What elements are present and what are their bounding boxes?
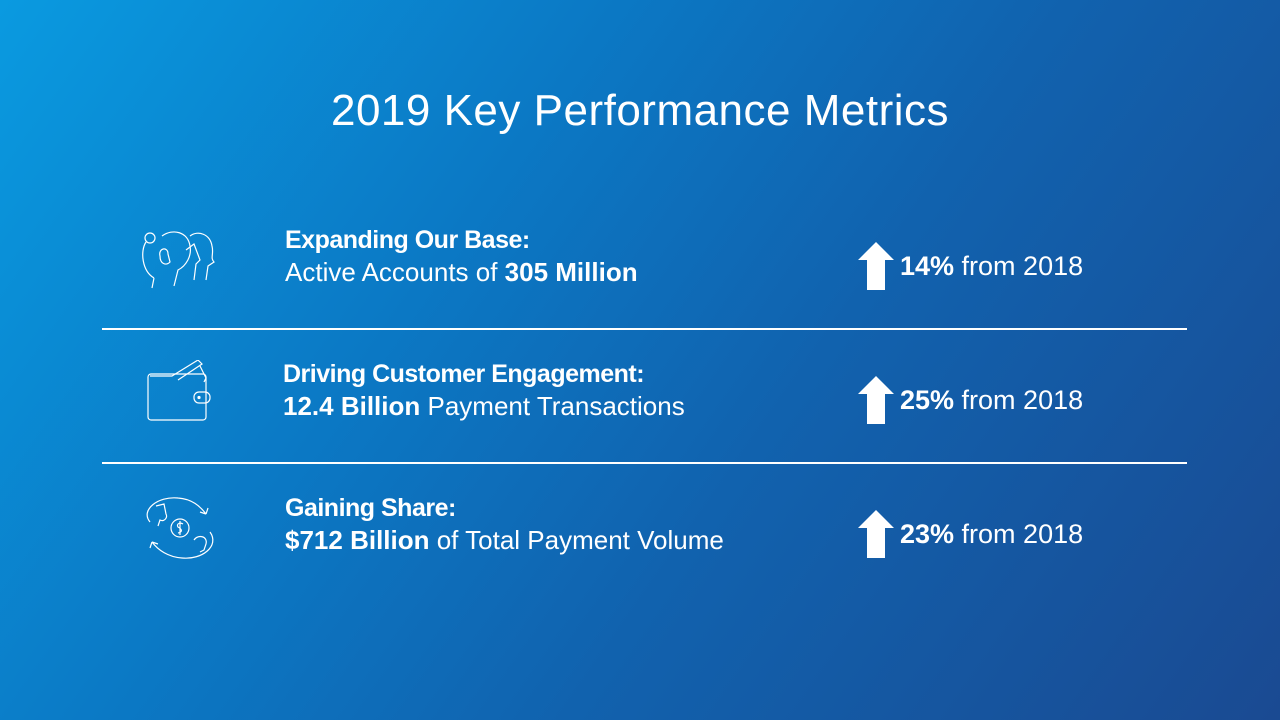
change-percent: 23% [900, 518, 955, 549]
metric-row-volume: Gaining Share: $712 Billion of Total Pay… [0, 490, 1280, 570]
metric-label-suffix: Payment Transactions [420, 391, 685, 421]
people-icon [142, 231, 215, 289]
change-label: from 2018 [954, 250, 1084, 281]
metric-text: Driving Customer Engagement: 12.4 Billio… [283, 358, 685, 422]
arrow-up-icon [858, 376, 894, 424]
divider [102, 328, 1187, 330]
change-percent: 25% [900, 384, 955, 415]
change-label: from 2018 [954, 384, 1084, 415]
metric-label-suffix: of Total Payment Volume [429, 525, 724, 555]
metric-value: 305 Million [504, 257, 638, 287]
metric-row-transactions: Driving Customer Engagement: 12.4 Billio… [0, 356, 1280, 436]
arrow-up-icon [858, 242, 894, 290]
metric-label: Active Accounts of [285, 257, 505, 287]
metric-text: Gaining Share: $712 Billion of Total Pay… [285, 492, 724, 556]
metric-text: Expanding Our Base: Active Accounts of 3… [285, 224, 638, 288]
metric-value: $712 Billion [285, 525, 430, 555]
metric-value: 12.4 Billion [283, 391, 421, 421]
money-exchange-icon [146, 497, 214, 559]
metric-change: 25% from 2018 [858, 376, 1083, 424]
metric-heading: Driving Customer Engagement: [283, 360, 645, 388]
metric-heading: Gaining Share: [285, 494, 456, 522]
metric-change: 14% from 2018 [858, 242, 1083, 290]
page-title: 2019 Key Performance Metrics [330, 86, 950, 135]
metric-row-accounts: Expanding Our Base: Active Accounts of 3… [0, 222, 1280, 302]
metric-heading: Expanding Our Base: [285, 226, 530, 254]
divider [102, 462, 1187, 464]
wallet-icon [147, 360, 211, 421]
change-percent: 14% [900, 250, 955, 281]
change-label: from 2018 [954, 518, 1084, 549]
metric-change: 23% from 2018 [858, 510, 1083, 558]
arrow-up-icon [858, 510, 894, 558]
